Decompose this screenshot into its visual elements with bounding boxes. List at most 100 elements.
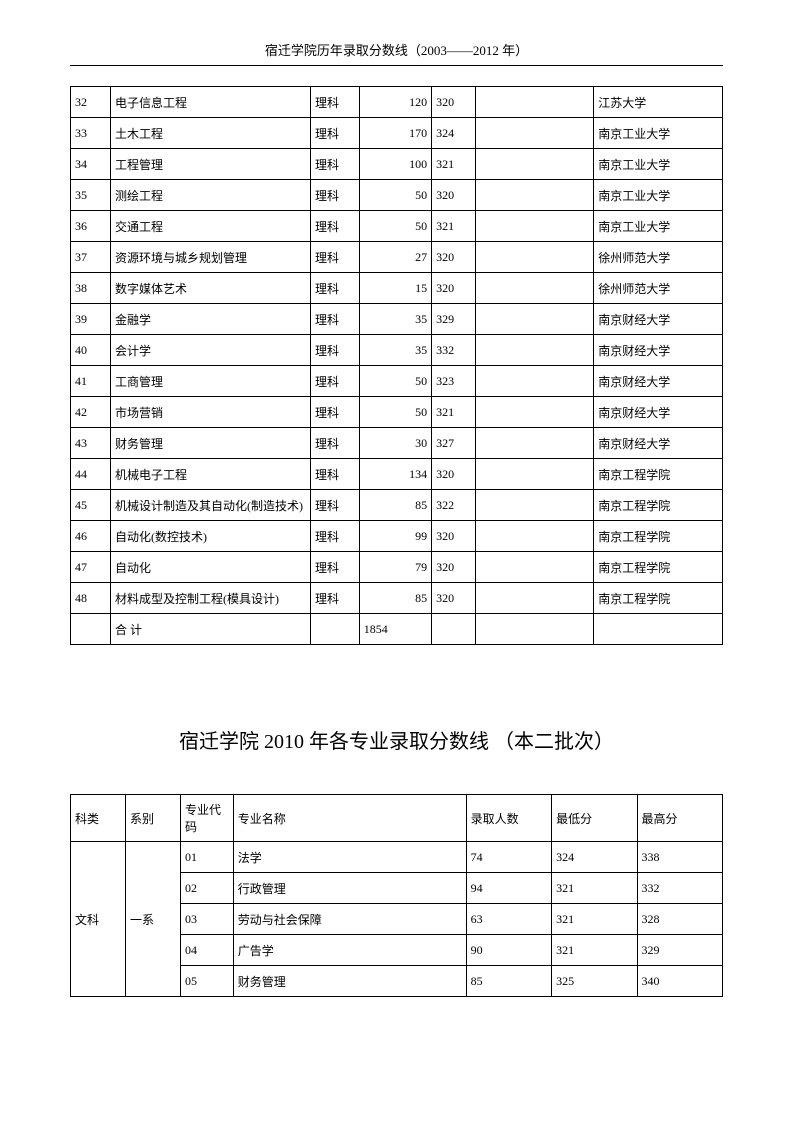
row-university: 徐州师范大学 [594,273,723,304]
row-index: 47 [71,552,111,583]
row-blank [476,552,594,583]
row-index: 33 [71,118,111,149]
row-index: 38 [71,273,111,304]
header-rule [70,65,723,66]
row-category: 理科 [311,304,360,335]
row-major: 土木工程 [111,118,311,149]
cell-dept: 一系 [126,842,181,997]
row-major: 自动化(数控技术) [111,521,311,552]
cell-min: 321 [552,935,637,966]
cell-code: 04 [181,935,234,966]
row-blank [476,459,594,490]
row-category: 理科 [311,180,360,211]
table-row: 42市场营销理科50321南京财经大学 [71,397,723,428]
row-university: 徐州师范大学 [594,242,723,273]
row-blank [476,118,594,149]
row-score: 322 [432,490,476,521]
hdr-max: 最高分 [637,795,722,842]
table-row: 41工商管理理科50323南京财经大学 [71,366,723,397]
row-university: 江苏大学 [594,87,723,118]
total-blank5 [594,614,723,645]
row-university: 南京财经大学 [594,335,723,366]
cell-max: 332 [637,873,722,904]
row-blank [476,180,594,211]
row-major: 机械电子工程 [111,459,311,490]
row-count: 120 [359,87,431,118]
row-index: 40 [71,335,111,366]
cell-min: 324 [552,842,637,873]
row-blank [476,273,594,304]
row-university: 南京工业大学 [594,180,723,211]
table-row: 38数字媒体艺术理科15320徐州师范大学 [71,273,723,304]
table-row: 39金融学理科35329南京财经大学 [71,304,723,335]
cell-enroll: 63 [466,904,551,935]
total-blank3 [432,614,476,645]
row-blank [476,304,594,335]
cell-max: 328 [637,904,722,935]
hdr-dept: 系别 [126,795,181,842]
row-count: 99 [359,521,431,552]
table-row-total: 合 计1854 [71,614,723,645]
row-university: 南京工程学院 [594,552,723,583]
row-university: 南京工业大学 [594,149,723,180]
row-category: 理科 [311,521,360,552]
row-score: 320 [432,583,476,614]
row-count: 100 [359,149,431,180]
row-score: 321 [432,397,476,428]
cell-name: 法学 [233,842,466,873]
row-index: 48 [71,583,111,614]
row-index: 39 [71,304,111,335]
row-index: 43 [71,428,111,459]
row-count: 50 [359,366,431,397]
cell-enroll: 94 [466,873,551,904]
row-category: 理科 [311,118,360,149]
row-score: 321 [432,211,476,242]
row-index: 32 [71,87,111,118]
row-university: 南京工业大学 [594,211,723,242]
row-index: 36 [71,211,111,242]
cell-min: 325 [552,966,637,997]
row-score: 321 [432,149,476,180]
table-row: 44机械电子工程理科134320南京工程学院 [71,459,723,490]
row-index: 45 [71,490,111,521]
hdr-min: 最低分 [552,795,637,842]
row-blank [476,335,594,366]
row-category: 理科 [311,211,360,242]
row-university: 南京财经大学 [594,366,723,397]
cell-enroll: 90 [466,935,551,966]
hdr-enroll: 录取人数 [466,795,551,842]
table-row: 46自动化(数控技术)理科99320南京工程学院 [71,521,723,552]
row-count: 79 [359,552,431,583]
row-score: 320 [432,273,476,304]
row-blank [476,242,594,273]
cell-code: 01 [181,842,234,873]
row-index: 41 [71,366,111,397]
row-score: 320 [432,521,476,552]
row-blank [476,149,594,180]
row-score: 327 [432,428,476,459]
hdr-subject: 科类 [71,795,126,842]
row-category: 理科 [311,397,360,428]
row-major: 市场营销 [111,397,311,428]
page-header: 宿迁学院历年录取分数线（2003——2012 年） [70,40,723,59]
cell-name: 劳动与社会保障 [233,904,466,935]
row-index: 34 [71,149,111,180]
row-score: 320 [432,87,476,118]
row-university: 南京工程学院 [594,490,723,521]
total-value: 1854 [359,614,431,645]
row-count: 50 [359,211,431,242]
section-title-text: 宿迁学院 2010 年各专业录取分数线 （本二批次） [179,731,614,753]
table-row: 48材料成型及控制工程(模具设计)理科85320南京工程学院 [71,583,723,614]
cell-name: 行政管理 [233,873,466,904]
cell-code: 03 [181,904,234,935]
row-major: 财务管理 [111,428,311,459]
row-category: 理科 [311,149,360,180]
score-table-1: 32电子信息工程理科120320江苏大学33土木工程理科170324南京工业大学… [70,86,723,645]
row-count: 134 [359,459,431,490]
table-row: 43财务管理理科30327南京财经大学 [71,428,723,459]
table-row: 47自动化理科79320南京工程学院 [71,552,723,583]
row-major: 材料成型及控制工程(模具设计) [111,583,311,614]
row-category: 理科 [311,490,360,521]
row-score: 329 [432,304,476,335]
row-score: 320 [432,180,476,211]
